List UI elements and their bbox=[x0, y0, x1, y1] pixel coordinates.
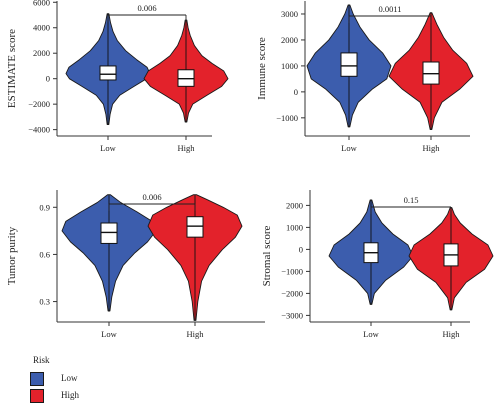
y-tick-label: 4000 bbox=[33, 23, 50, 33]
y-axis-title: ESTIMATE score bbox=[6, 29, 18, 108]
y-axis-title: Tumor purity bbox=[6, 226, 18, 285]
legend-label-low: Low bbox=[61, 373, 78, 383]
pvalue-label: 0.006 bbox=[142, 192, 161, 202]
y-tick-label: 0.3 bbox=[39, 297, 50, 307]
pvalue-label: 0.0011 bbox=[378, 4, 401, 14]
legend-item-low: Low bbox=[27, 372, 137, 388]
x-tick-label-high: High bbox=[178, 143, 196, 153]
box-low bbox=[100, 222, 118, 244]
violin-panel-1: −4000 −2000 0 2000 4000 6000 ESTIMATE score Low… bbox=[6, 0, 229, 153]
y-tick-label: −1000 bbox=[281, 266, 303, 276]
x-tick-label-high: High bbox=[443, 329, 461, 339]
x-tick-label-low: Low bbox=[100, 143, 116, 153]
y-axis-title: Stromal score bbox=[261, 225, 273, 286]
y-tick-label: 0.9 bbox=[39, 202, 50, 212]
y-tick-label: −2000 bbox=[28, 99, 50, 109]
y-tick-label: −4000 bbox=[28, 125, 50, 135]
box-low bbox=[340, 52, 358, 77]
legend-swatch-low bbox=[30, 372, 44, 386]
y-tick-label: 1000 bbox=[281, 61, 298, 71]
y-tick-label: 2000 bbox=[281, 35, 298, 45]
y-tick-label: 2000 bbox=[286, 200, 303, 210]
y-tick-label: 6000 bbox=[33, 0, 50, 7]
y-tick-label: −1000 bbox=[276, 113, 298, 123]
violin-panel-3: 0.3 0.6 0.9 Tumor purity Low High 0.006 bbox=[6, 190, 265, 339]
y-axis-title: Immune score bbox=[256, 37, 268, 100]
box-low bbox=[99, 65, 117, 81]
y-tick-label: 0 bbox=[299, 244, 303, 254]
pvalue-label: 0.006 bbox=[137, 3, 156, 13]
violin-panel-4: −3000 −2000 −1000 0 1000 2000 Stromal score Low… bbox=[261, 190, 494, 339]
x-tick-label-low: Low bbox=[363, 329, 379, 339]
y-tick-label: 0 bbox=[294, 87, 298, 97]
x-tick-label-low: Low bbox=[341, 143, 357, 153]
y-tick-label: 0.6 bbox=[39, 249, 50, 259]
x-tick-label-high: High bbox=[423, 143, 441, 153]
legend-swatch-high bbox=[30, 389, 44, 403]
box-high bbox=[186, 216, 204, 238]
y-tick-label: −2000 bbox=[281, 288, 303, 298]
x-tick-label-low: Low bbox=[101, 329, 117, 339]
y-tick-label: 1000 bbox=[286, 222, 303, 232]
legend: Risk Low High bbox=[27, 355, 147, 403]
y-tick-label: −3000 bbox=[281, 310, 303, 320]
legend-title: Risk bbox=[33, 355, 50, 365]
violin-panel-2: −1000 0 1000 2000 3000 Immune score Low High 0.0… bbox=[256, 1, 474, 153]
pvalue-label: 0.15 bbox=[404, 195, 419, 205]
legend-label-high: High bbox=[61, 390, 79, 400]
y-tick-label: 3000 bbox=[281, 9, 298, 19]
y-tick-label: 0 bbox=[46, 74, 50, 84]
x-tick-label-high: High bbox=[187, 329, 205, 339]
y-tick-label: 2000 bbox=[33, 48, 50, 58]
